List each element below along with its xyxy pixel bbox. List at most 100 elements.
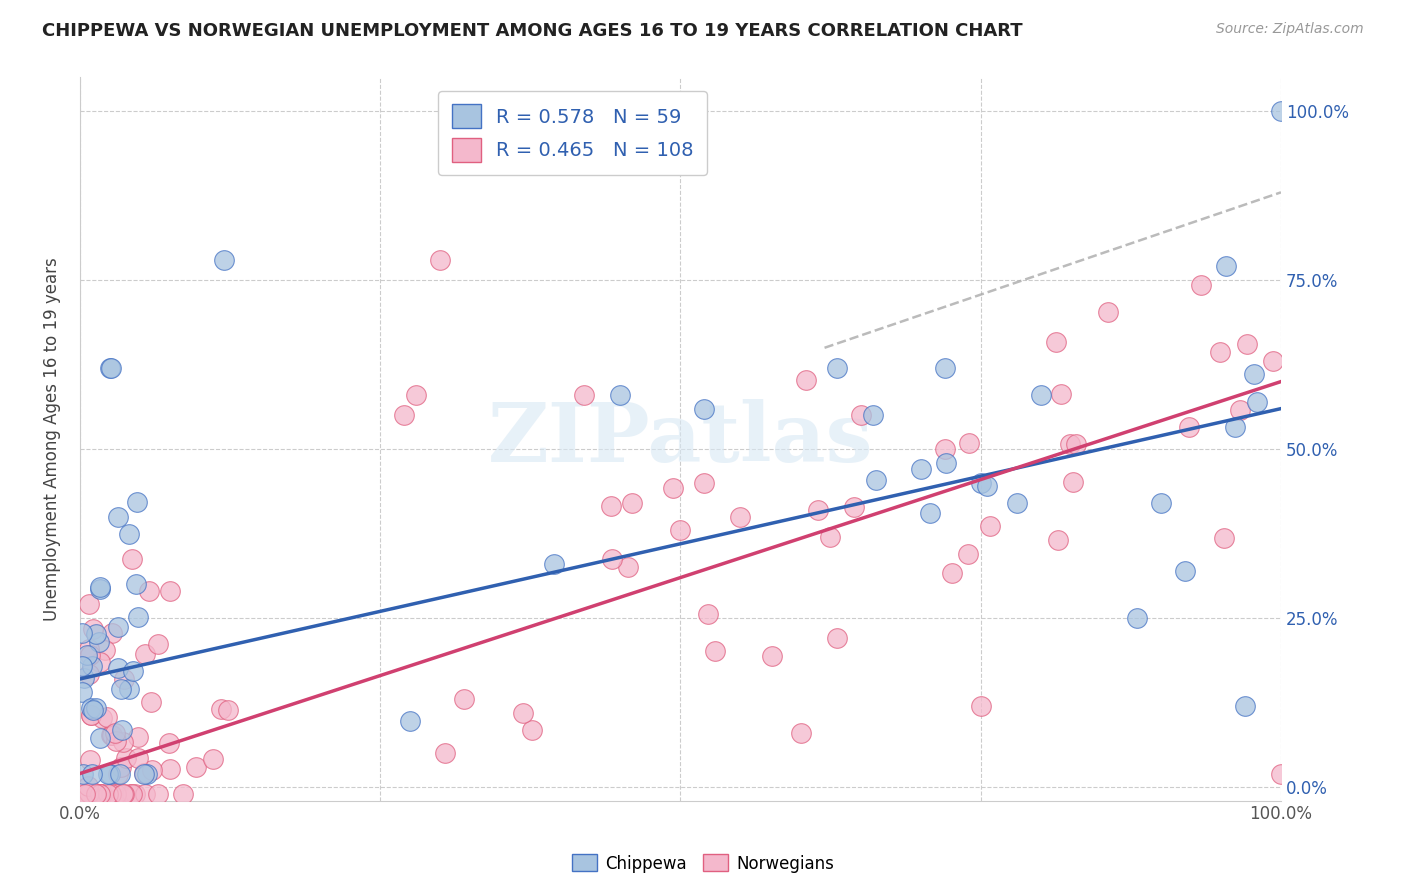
Point	[935, 457, 957, 471]
Point	[1178, 419, 1201, 434]
Point	[1246, 395, 1268, 409]
Point	[127, 730, 149, 744]
Point	[970, 698, 993, 713]
Point	[849, 409, 872, 423]
Point	[1270, 104, 1292, 119]
Point	[77, 786, 100, 800]
Point	[818, 531, 841, 545]
Point	[1062, 475, 1084, 490]
Point	[1189, 278, 1212, 293]
Point	[1209, 345, 1232, 359]
Point	[429, 252, 451, 267]
Point	[1097, 305, 1119, 319]
Point	[97, 766, 120, 780]
Point	[600, 552, 623, 566]
Point	[148, 636, 170, 650]
Point	[979, 519, 1001, 533]
Point	[796, 373, 818, 387]
Point	[696, 607, 718, 622]
Point	[217, 703, 239, 717]
Point	[956, 547, 979, 561]
Point	[98, 766, 121, 780]
Point	[138, 583, 160, 598]
Point	[159, 583, 181, 598]
Point	[122, 664, 145, 678]
Point	[107, 661, 129, 675]
Point	[77, 598, 100, 612]
Point	[125, 494, 148, 508]
Point	[920, 506, 942, 520]
Point	[105, 787, 128, 801]
Point	[105, 787, 128, 801]
Point	[79, 642, 101, 657]
Point	[73, 787, 96, 801]
Point	[96, 710, 118, 724]
Point	[84, 787, 107, 801]
Point	[434, 746, 457, 760]
Point	[157, 736, 180, 750]
Point	[574, 388, 596, 402]
Point	[72, 659, 94, 673]
Point	[959, 436, 981, 450]
Point	[70, 626, 93, 640]
Point	[865, 474, 887, 488]
Point	[730, 509, 752, 524]
Point	[100, 728, 122, 742]
Point	[89, 582, 111, 597]
Point	[970, 475, 993, 490]
Point	[101, 728, 124, 742]
Point	[761, 649, 783, 664]
Point	[825, 632, 848, 646]
Point	[134, 765, 156, 780]
Point	[84, 701, 107, 715]
Point	[862, 409, 884, 423]
Point	[134, 766, 156, 780]
Point	[1229, 403, 1251, 417]
Point	[621, 496, 644, 510]
Point	[1059, 436, 1081, 450]
Point	[789, 726, 811, 740]
Point	[134, 787, 156, 801]
Point	[86, 787, 108, 801]
Point	[842, 500, 865, 515]
Point	[121, 551, 143, 566]
Y-axis label: Unemployment Among Ages 16 to 19 years: Unemployment Among Ages 16 to 19 years	[44, 257, 60, 621]
Point	[941, 566, 963, 581]
Point	[1029, 388, 1052, 402]
Point	[127, 750, 149, 764]
Point	[148, 787, 170, 801]
Point	[1174, 564, 1197, 578]
Point	[807, 502, 830, 516]
Point	[100, 787, 122, 801]
Point	[91, 787, 114, 801]
Point	[512, 706, 534, 720]
Point	[112, 787, 135, 801]
Point	[112, 787, 135, 801]
Point	[141, 763, 163, 777]
Point	[89, 731, 111, 746]
Point	[212, 252, 235, 267]
Point	[910, 462, 932, 476]
Point	[139, 695, 162, 709]
Point	[110, 760, 132, 774]
Point	[693, 401, 716, 416]
Point	[80, 707, 103, 722]
Point	[209, 702, 232, 716]
Point	[125, 576, 148, 591]
Point	[1215, 259, 1237, 273]
Point	[1243, 367, 1265, 381]
Point	[87, 634, 110, 648]
Point	[77, 780, 100, 794]
Point	[1047, 533, 1070, 547]
Point	[112, 672, 135, 686]
Point	[1005, 496, 1028, 510]
Point	[453, 692, 475, 706]
Point	[79, 648, 101, 663]
Point	[616, 560, 638, 574]
Point	[91, 711, 114, 725]
Point	[186, 760, 208, 774]
Point	[600, 499, 623, 513]
Point	[127, 610, 149, 624]
Point	[72, 671, 94, 685]
Point	[100, 361, 122, 376]
